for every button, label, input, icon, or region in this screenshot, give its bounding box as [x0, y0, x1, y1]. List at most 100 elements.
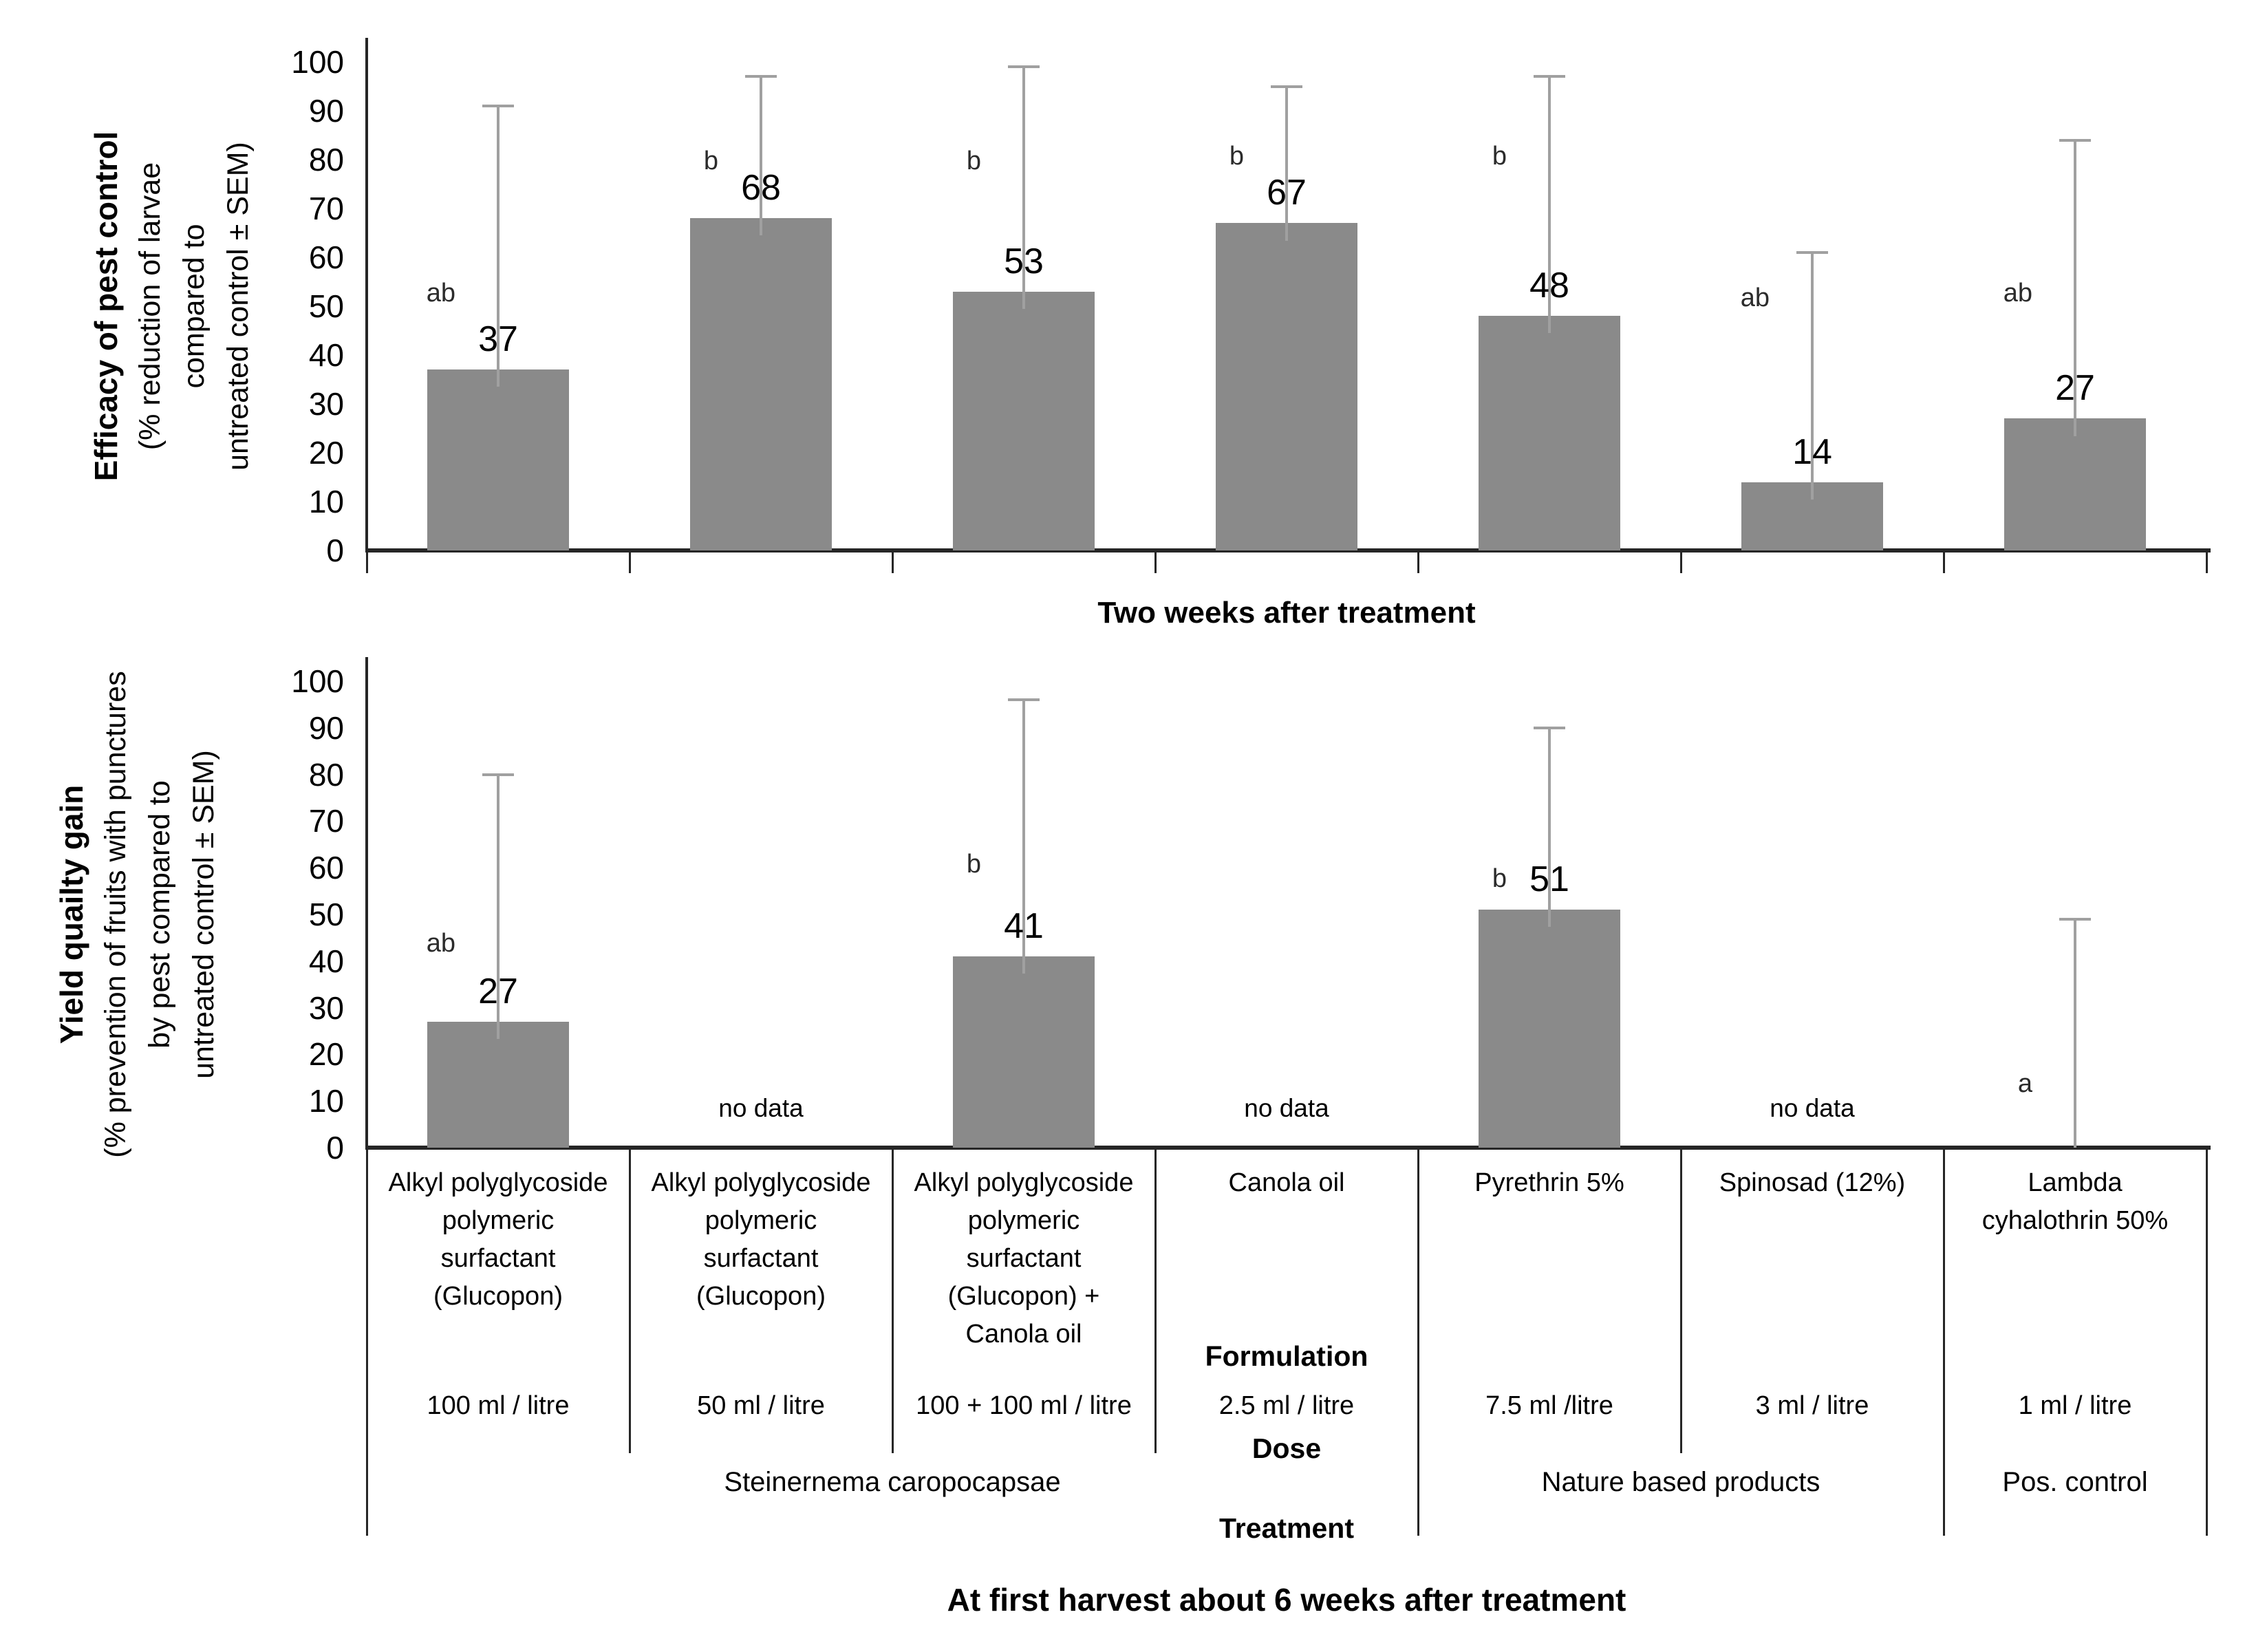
- sig-letter: ab: [426, 279, 455, 308]
- x-axis-tick: [366, 553, 368, 573]
- bar: [1479, 316, 1620, 550]
- sig-letter: ab: [1740, 283, 1770, 312]
- no-data-label: no data: [718, 1094, 804, 1122]
- table-cell-formulation: Alkyl polyglycoside polymeric surfactant…: [651, 1168, 871, 1311]
- sig-letter: b: [1492, 864, 1507, 893]
- y-tick-label: 70: [308, 803, 344, 839]
- bar: [1216, 223, 1357, 550]
- y-tick-label: 10: [308, 484, 344, 519]
- y-tick-label: 60: [308, 239, 344, 275]
- y-axis-line: [365, 38, 368, 553]
- error-bar-cap: [1008, 698, 1040, 701]
- error-bar-whisker: [2074, 919, 2076, 1148]
- y-tick-label: 20: [308, 1036, 344, 1072]
- value-label: 14: [1792, 432, 1832, 472]
- value-label: 53: [1004, 242, 1044, 281]
- value-label: 68: [741, 168, 781, 208]
- dose-row-label: Dose: [1251, 1433, 1322, 1464]
- x-axis-tick: [2206, 553, 2208, 573]
- error-bar-cap: [1008, 65, 1040, 68]
- error-bar-whisker: [1548, 76, 1551, 333]
- y-tick-label: 80: [308, 757, 344, 793]
- table-cell-formulation: Alkyl polyglycoside polymeric surfactant…: [388, 1168, 608, 1311]
- value-label: 51: [1529, 859, 1569, 899]
- table-group-divider: [1943, 1148, 1945, 1536]
- bar: [2004, 418, 2146, 550]
- table-cell-formulation: Canola oil: [1228, 1168, 1345, 1197]
- table-cell-dose: 2.5 ml / litre: [1218, 1391, 1355, 1420]
- error-bar-whisker: [1548, 728, 1551, 927]
- treatment-group-label: Pos. control: [2002, 1467, 2148, 1497]
- value-label: 48: [1529, 266, 1569, 305]
- error-bar-cap: [745, 75, 777, 78]
- table-cell-formulation: Lambda cyhalothrin 50%: [1981, 1168, 2169, 1235]
- no-data-label: no data: [1770, 1094, 1855, 1122]
- table-cell-formulation: Alkyl polyglycoside polymeric surfactant…: [914, 1168, 1134, 1349]
- error-bar-whisker: [1022, 700, 1025, 974]
- no-data-label: no data: [1244, 1094, 1329, 1122]
- y-tick-label: 90: [308, 93, 344, 129]
- bar: [953, 956, 1095, 1148]
- y-tick-label: 30: [308, 990, 344, 1026]
- sig-letter: ab: [2003, 279, 2032, 308]
- table-group-divider: [1417, 1148, 1419, 1536]
- error-bar-whisker: [2074, 140, 2076, 436]
- y-tick-label: 0: [326, 1130, 344, 1166]
- x-axis-tick: [1154, 553, 1157, 573]
- error-bar-whisker: [497, 106, 499, 387]
- table-cell-dose: 100 ml / litre: [427, 1391, 570, 1420]
- treatment-group-label: Nature based products: [1541, 1467, 1820, 1497]
- table-cell-dose: 50 ml / litre: [697, 1391, 825, 1420]
- y-tick-label: 50: [308, 897, 344, 932]
- y-tick-label: 90: [308, 710, 344, 746]
- x-axis-tick: [892, 553, 894, 573]
- error-bar-cap: [2059, 139, 2091, 142]
- table-cell-dose: 1 ml / litre: [2018, 1391, 2132, 1420]
- y-tick-label: 0: [326, 533, 344, 568]
- y-tick-label: 60: [308, 850, 344, 886]
- sig-letter: b: [703, 147, 718, 175]
- y-tick-label: 50: [308, 288, 344, 324]
- y-tick-label: 10: [308, 1083, 344, 1119]
- x-axis-line: [365, 548, 2211, 553]
- value-label: 27: [478, 972, 518, 1011]
- error-bar-cap: [482, 773, 514, 776]
- error-bar-whisker: [1811, 253, 1814, 500]
- error-bar-cap: [2059, 918, 2091, 921]
- error-bar-whisker: [1022, 67, 1025, 309]
- table-column-divider: [629, 1148, 631, 1453]
- top-chart-y-axis-title: Efficacy of pest control (% reduction of…: [84, 45, 260, 568]
- y-tick-label: 20: [308, 435, 344, 471]
- table-group-divider: [366, 1148, 368, 1536]
- bottom-chart-y-axis-title: Yield quailty gain (% prevention of frui…: [50, 636, 226, 1193]
- table-cell-formulation: Spinosad (12%): [1719, 1168, 1906, 1197]
- x-axis-line: [365, 1146, 2211, 1150]
- error-bar-cap: [482, 105, 514, 107]
- x-axis-tick: [629, 553, 631, 573]
- error-bar-whisker: [497, 775, 499, 1039]
- treatment-group-label: Steinernema caropocapsae: [724, 1467, 1061, 1497]
- table-cell-dose: 3 ml / litre: [1755, 1391, 1869, 1420]
- table-column-divider: [1680, 1148, 1682, 1453]
- sig-letter: b: [966, 850, 981, 879]
- treatment-row-label: Treatment: [1219, 1512, 1354, 1544]
- error-bar-cap: [1534, 75, 1565, 78]
- table-column-divider: [892, 1148, 894, 1453]
- sig-letter: b: [966, 147, 981, 175]
- error-bar-cap: [1534, 727, 1565, 729]
- x-axis-tick: [1417, 553, 1419, 573]
- sig-letter: b: [1229, 142, 1244, 171]
- sig-letter: b: [1492, 142, 1507, 171]
- x-axis-tick: [1943, 553, 1945, 573]
- table-cell-formulation: Pyrethrin 5%: [1474, 1168, 1624, 1197]
- bar: [953, 292, 1095, 550]
- error-bar-cap: [1796, 251, 1828, 254]
- y-axis-line: [365, 657, 368, 1150]
- table-group-divider: [2206, 1148, 2208, 1536]
- bar: [427, 369, 569, 550]
- y-tick-label: 70: [308, 191, 344, 226]
- y-tick-label: 80: [308, 142, 344, 178]
- x-axis-tick: [1680, 553, 1682, 573]
- y-tick-label: 40: [308, 943, 344, 979]
- top-chart-x-axis-title: Two weeks after treatment: [1097, 596, 1476, 630]
